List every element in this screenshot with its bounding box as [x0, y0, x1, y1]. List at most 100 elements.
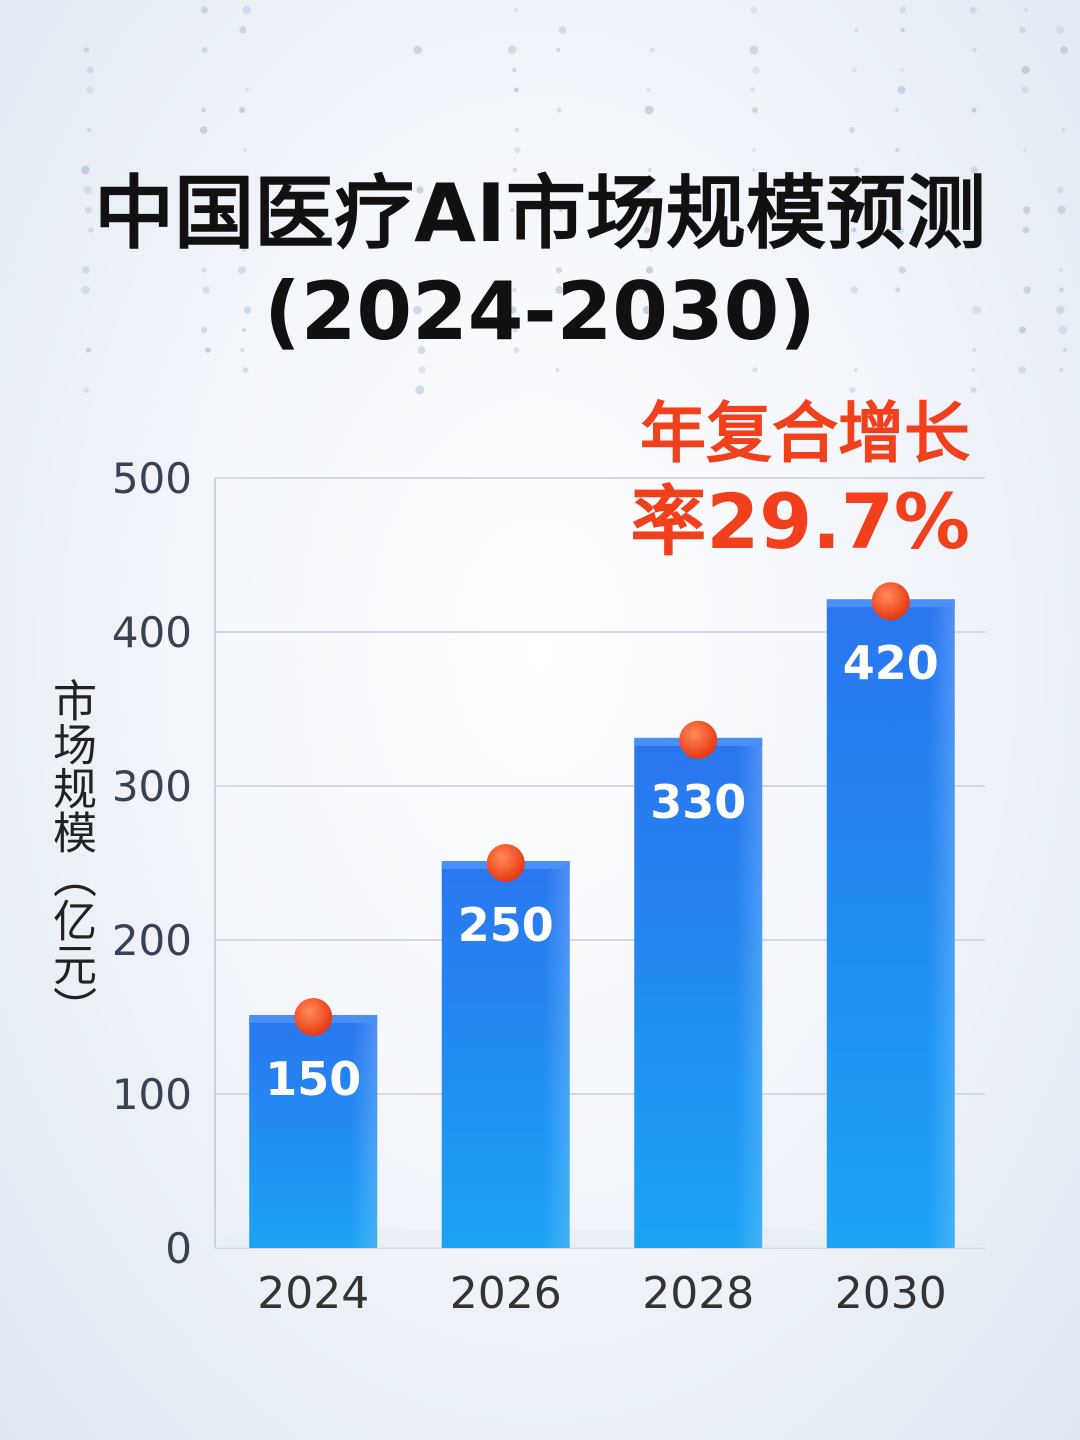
decor-dot: [1019, 326, 1026, 334]
decor-dot: [558, 208, 563, 212]
decor-dot: [751, 106, 759, 114]
decor-dot: [1018, 366, 1027, 374]
decor-dot: [752, 66, 760, 74]
decor-dot: [752, 187, 757, 193]
decor-dot: [1061, 128, 1066, 132]
decor-dot: [507, 45, 517, 55]
decor-dot: [413, 45, 422, 55]
cagr-label: 年复合增长: [640, 395, 970, 472]
decor-dot: [81, 285, 90, 295]
bar-value-label: 330: [650, 775, 746, 829]
decor-dot: [895, 107, 900, 113]
decor-dot: [900, 27, 905, 33]
decor-dot: [82, 266, 90, 274]
decor-dot: [86, 86, 94, 94]
bar-group: 330: [634, 720, 763, 1248]
decor-dot: [202, 286, 210, 294]
decor-dot: [1058, 325, 1068, 335]
decor-dot: [1023, 286, 1031, 294]
bar-group: 420: [826, 582, 955, 1248]
x-tick-label: 2028: [642, 1268, 754, 1319]
decor-dot: [555, 368, 560, 372]
decor-dot: [1023, 148, 1027, 152]
decor-dot: [1024, 7, 1029, 13]
bar-group: 150: [249, 998, 378, 1248]
decor-dot: [1056, 186, 1064, 194]
decor-dot: [971, 107, 977, 113]
decor-dot: [418, 366, 426, 374]
decor-dot: [242, 367, 249, 373]
data-marker: [486, 844, 525, 882]
decor-dot: [84, 206, 92, 214]
decor-dot: [647, 168, 652, 172]
decor-dot: [645, 186, 652, 194]
decor-dot: [649, 47, 656, 53]
x-tick-label: 2026: [450, 1268, 562, 1319]
bar-group: 250: [441, 844, 570, 1248]
decor-dot: [1057, 205, 1066, 215]
decor-dot: [205, 347, 211, 353]
chart-title: 中国医疗AI市场规模预测: [94, 167, 986, 260]
decor-dot: [558, 26, 567, 34]
decor-dot: [87, 128, 92, 132]
decor-dot: [201, 107, 206, 113]
bar-highlight: [543, 863, 570, 1248]
decor-dot: [514, 7, 519, 13]
decor-dot: [512, 167, 518, 173]
decor-dot: [849, 127, 856, 133]
decor-dot: [750, 6, 758, 14]
bar-highlight: [736, 739, 763, 1248]
decor-dot: [239, 26, 247, 34]
decor-dot: [199, 126, 208, 134]
decor-dot: [900, 68, 904, 72]
decor-dot: [970, 387, 977, 393]
decor-dot: [853, 167, 860, 173]
y-tick-label: 500: [112, 454, 192, 503]
y-tick-label: 400: [112, 608, 192, 657]
decor-dot: [514, 87, 519, 93]
decor-dot: [898, 266, 906, 274]
decor-dot: [895, 187, 902, 193]
decor-dot: [752, 367, 758, 373]
decor-dot: [854, 368, 858, 372]
decor-dot: [201, 267, 207, 273]
decor-dot: [83, 185, 93, 195]
decor-dot: [512, 67, 517, 73]
decor-dot: [969, 6, 977, 14]
decor-dot: [512, 327, 518, 333]
decor-dot: [514, 146, 521, 154]
decor-dot: [972, 305, 982, 315]
y-tick-label: 300: [112, 762, 192, 811]
decor-dot: [1021, 65, 1030, 75]
decor-dot: [646, 87, 651, 93]
decor-dot: [1060, 46, 1068, 54]
decor-dot: [850, 286, 859, 294]
decor-dot: [242, 5, 251, 15]
decor-dot: [971, 368, 976, 372]
decor-dot: [1021, 86, 1029, 94]
decor-dot: [83, 47, 90, 53]
decor-dot: [894, 147, 900, 153]
decor-dot: [1058, 268, 1063, 272]
x-tick-label: 2030: [835, 1268, 947, 1319]
decor-dot: [852, 67, 857, 73]
decor-dot: [200, 326, 208, 334]
decor-dot: [895, 287, 901, 293]
decor-dot: [972, 348, 977, 352]
decor-dot: [647, 206, 655, 214]
decor-dot: [1056, 305, 1065, 315]
y-tick-label: 200: [112, 916, 192, 965]
bar-value-label: 250: [458, 898, 554, 952]
decor-dot: [415, 385, 425, 395]
y-tick-label: 0: [165, 1224, 192, 1273]
x-tick-label: 2024: [257, 1268, 369, 1319]
decor-dot: [644, 227, 650, 233]
decor-dot: [899, 6, 907, 14]
decor-dot: [510, 208, 514, 212]
decor-dot: [80, 165, 90, 175]
decor-dot: [752, 327, 759, 333]
decor-dot: [644, 105, 654, 115]
data-marker: [294, 998, 333, 1036]
decor-dot: [851, 227, 857, 233]
